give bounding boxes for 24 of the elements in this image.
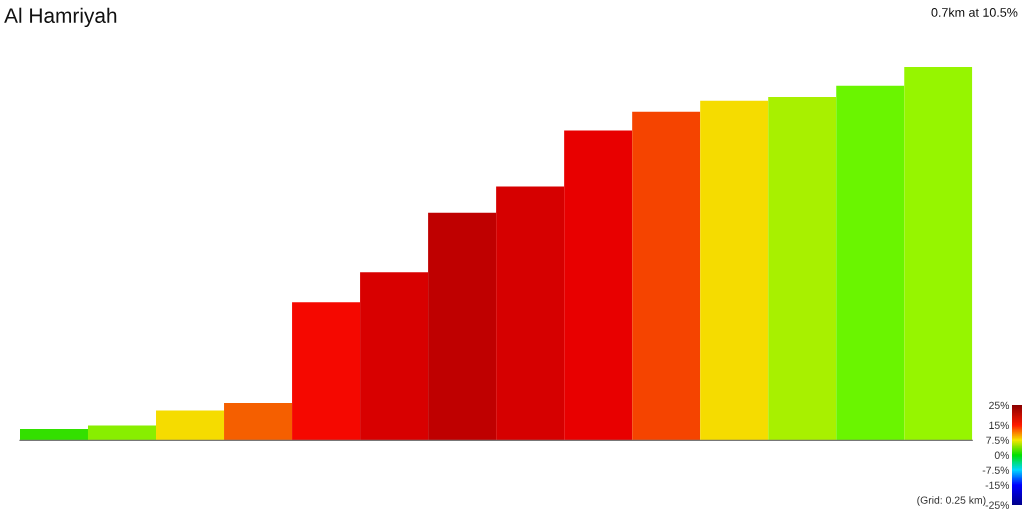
- bar: [428, 212, 497, 441]
- bar: [632, 111, 701, 441]
- bar: [87, 425, 157, 441]
- color-bar-label: 25%: [989, 401, 1010, 410]
- chart-title: Al Hamriyah: [4, 7, 117, 28]
- bar: [496, 186, 565, 441]
- color-bar-label: 7.5%: [986, 436, 1010, 444]
- chart-subtitle: 0.7km at 10.5%: [931, 7, 1018, 17]
- bar: [904, 67, 973, 441]
- color-bar-label: -25%: [985, 501, 1010, 509]
- color-bar-label: -15%: [985, 481, 1010, 489]
- bar: [360, 272, 429, 441]
- color-bar-label: -7.5%: [982, 466, 1010, 474]
- color-bar-label: 0%: [994, 451, 1010, 459]
- bar: [156, 410, 225, 441]
- text: (Grid: 0.25 km): [917, 496, 986, 506]
- bar: [700, 100, 769, 441]
- color-bar-label: 15%: [989, 421, 1010, 429]
- bar: [564, 130, 633, 441]
- bar: [224, 403, 293, 441]
- bar: [19, 429, 88, 441]
- bar: [292, 302, 361, 441]
- bar: [768, 96, 837, 441]
- bar: [836, 85, 905, 441]
